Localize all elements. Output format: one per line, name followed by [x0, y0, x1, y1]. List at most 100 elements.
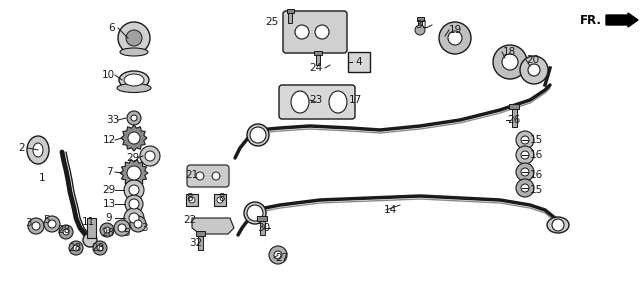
Circle shape [528, 64, 540, 76]
Text: 30: 30 [257, 223, 271, 233]
Circle shape [129, 213, 139, 223]
Text: 5: 5 [123, 228, 129, 238]
Text: 28: 28 [68, 243, 82, 253]
Bar [186, 194, 198, 206]
Circle shape [315, 25, 329, 39]
Circle shape [124, 208, 144, 228]
Text: 2: 2 [19, 143, 26, 153]
Circle shape [189, 197, 195, 203]
Text: 5: 5 [43, 215, 49, 225]
Text: 24: 24 [309, 63, 323, 73]
Circle shape [124, 180, 144, 200]
Text: 28: 28 [101, 228, 115, 238]
Text: 22: 22 [184, 215, 196, 225]
Circle shape [129, 185, 139, 195]
Text: 33: 33 [106, 115, 120, 125]
Circle shape [212, 172, 220, 180]
Ellipse shape [547, 217, 569, 233]
Circle shape [448, 31, 462, 45]
Circle shape [131, 115, 137, 121]
Circle shape [69, 241, 83, 255]
Circle shape [269, 246, 287, 264]
Circle shape [83, 233, 97, 247]
Polygon shape [192, 218, 234, 234]
FancyBboxPatch shape [279, 85, 355, 119]
Circle shape [125, 195, 143, 213]
Text: 27: 27 [275, 253, 289, 263]
Bar [417, 17, 424, 21]
Circle shape [28, 218, 44, 234]
Circle shape [415, 25, 425, 35]
Circle shape [516, 131, 534, 149]
Text: 7: 7 [106, 167, 112, 177]
Bar [509, 104, 519, 109]
Circle shape [114, 220, 130, 236]
Text: 29: 29 [102, 185, 116, 195]
Ellipse shape [124, 74, 144, 86]
Circle shape [274, 251, 282, 259]
Circle shape [126, 30, 142, 46]
Circle shape [250, 127, 266, 143]
Circle shape [521, 136, 529, 144]
Circle shape [48, 220, 56, 228]
Text: 23: 23 [309, 95, 323, 105]
Text: 21: 21 [186, 170, 198, 180]
Circle shape [552, 219, 564, 231]
Text: 28: 28 [92, 243, 104, 253]
Text: 32: 32 [189, 238, 203, 248]
Text: FR.: FR. [580, 13, 602, 26]
Circle shape [196, 172, 204, 180]
Circle shape [44, 216, 60, 232]
Circle shape [104, 227, 110, 233]
Bar [511, 109, 516, 127]
Circle shape [59, 225, 73, 239]
Circle shape [118, 22, 150, 54]
Circle shape [516, 146, 534, 164]
Circle shape [128, 132, 140, 144]
Ellipse shape [244, 202, 266, 224]
Circle shape [295, 25, 309, 39]
Polygon shape [120, 159, 148, 187]
FancyArrow shape [606, 13, 638, 27]
Text: 26: 26 [508, 115, 520, 125]
Text: 12: 12 [102, 135, 116, 145]
Text: 19: 19 [449, 25, 461, 35]
Bar [288, 13, 292, 23]
Text: 4: 4 [356, 57, 362, 67]
Text: 29: 29 [126, 153, 140, 163]
Circle shape [521, 168, 529, 176]
Bar [257, 216, 267, 221]
Circle shape [520, 56, 548, 84]
Ellipse shape [117, 83, 151, 92]
Ellipse shape [247, 124, 269, 146]
Bar [418, 21, 422, 29]
FancyBboxPatch shape [283, 11, 347, 53]
Bar [195, 231, 205, 236]
Circle shape [63, 229, 69, 235]
Bar [87, 218, 96, 238]
Circle shape [100, 223, 114, 237]
Text: 8: 8 [219, 193, 225, 203]
Ellipse shape [119, 71, 149, 89]
Circle shape [145, 151, 155, 161]
Text: 15: 15 [529, 185, 543, 195]
Text: 9: 9 [106, 213, 112, 223]
Text: 1: 1 [38, 173, 45, 183]
Ellipse shape [27, 136, 49, 164]
Circle shape [73, 245, 79, 251]
Circle shape [127, 166, 141, 180]
Circle shape [93, 241, 107, 255]
Bar [259, 221, 264, 235]
Circle shape [493, 45, 527, 79]
Bar [198, 236, 202, 250]
Bar [316, 55, 320, 65]
Bar [287, 9, 294, 13]
Circle shape [502, 54, 518, 70]
Text: 16: 16 [529, 150, 543, 160]
Circle shape [516, 179, 534, 197]
Text: 18: 18 [502, 47, 516, 57]
Text: 3: 3 [25, 218, 31, 228]
Circle shape [127, 111, 141, 125]
Circle shape [516, 163, 534, 181]
Text: 31: 31 [415, 20, 429, 30]
